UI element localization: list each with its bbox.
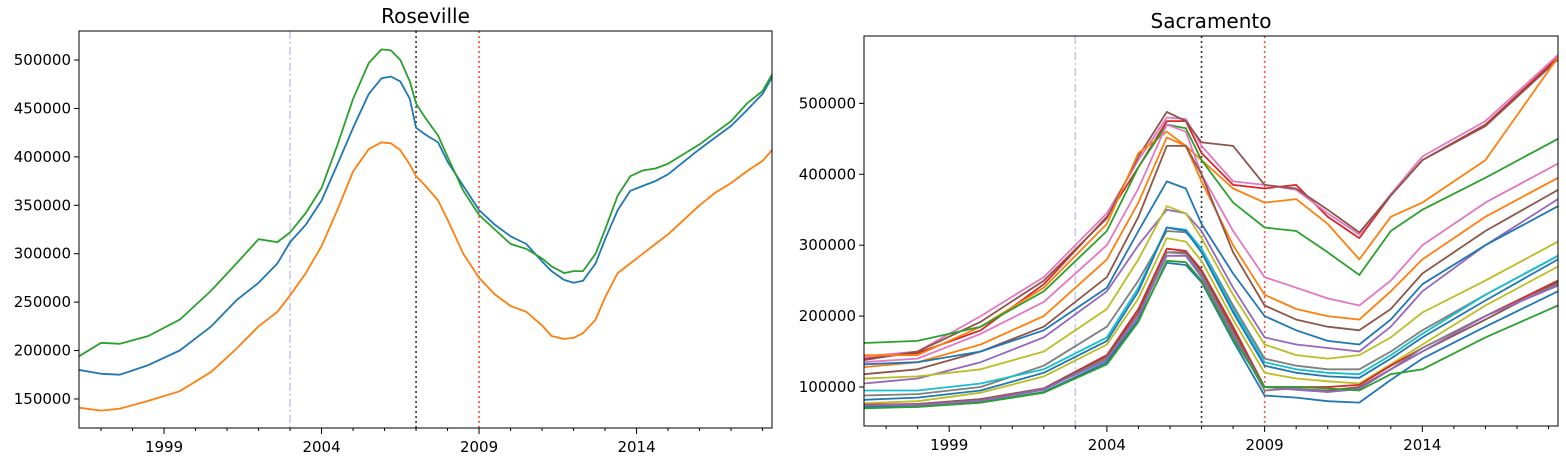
y-tick-label: 200000 [799,307,856,325]
x-tick-label: 2004 [1088,436,1126,454]
roseville-chart: Roseville 1999 2004 2009 2014 150000 200000 250… [14,4,773,456]
series-group [79,48,772,412]
y-tick-label: 400000 [799,165,856,183]
series-line-3 [864,56,1558,357]
x-tick-label: 1999 [145,438,183,456]
x-tick-label: 2014 [617,438,655,456]
x-tick-label: 2009 [1246,436,1284,454]
x-tick-label: 1999 [930,436,968,454]
y-tick-label: 250000 [14,293,71,311]
y-tick-label: 300000 [14,245,71,263]
series-line-18 [864,254,1558,407]
y-tick-label: 500000 [799,94,856,112]
y-tick-label: 450000 [14,99,71,117]
chart-title: Sacramento [1151,9,1272,33]
series-line-7 [864,144,1558,376]
series-line-1 [79,141,772,412]
series-line-13 [864,226,1558,401]
series-group [864,54,1558,410]
y-tick-label: 350000 [14,196,71,214]
series-line-2 [79,48,772,358]
plot-frame [78,30,773,429]
series-line-20 [864,259,1558,410]
series-line-5 [864,123,1558,364]
series-line-2 [864,58,1558,362]
chart-title: Roseville [381,4,470,28]
x-tick-label: 2014 [1403,436,1441,454]
series-line-12 [864,226,1558,392]
series-line-9 [864,180,1558,366]
y-tick-label: 400000 [14,148,71,166]
series-line-1 [864,54,1558,358]
series-line-4 [864,123,1558,344]
sacramento-chart: Sacramento 1999 2004 2009 2014 100000 200000 30… [799,9,1559,454]
series-line-0 [79,75,772,376]
plot-frame [863,35,1559,427]
x-tick-label: 2004 [302,438,340,456]
y-tick-label: 100000 [799,378,856,396]
x-tick-label: 2009 [460,438,498,456]
series-line-14 [864,237,1558,405]
series-line-8 [864,198,1558,385]
y-tick-label: 200000 [14,342,71,360]
series-line-10 [864,205,1558,380]
y-tick-label: 150000 [14,390,71,408]
y-tick-label: 300000 [799,236,856,254]
y-tick-label: 500000 [14,51,71,69]
